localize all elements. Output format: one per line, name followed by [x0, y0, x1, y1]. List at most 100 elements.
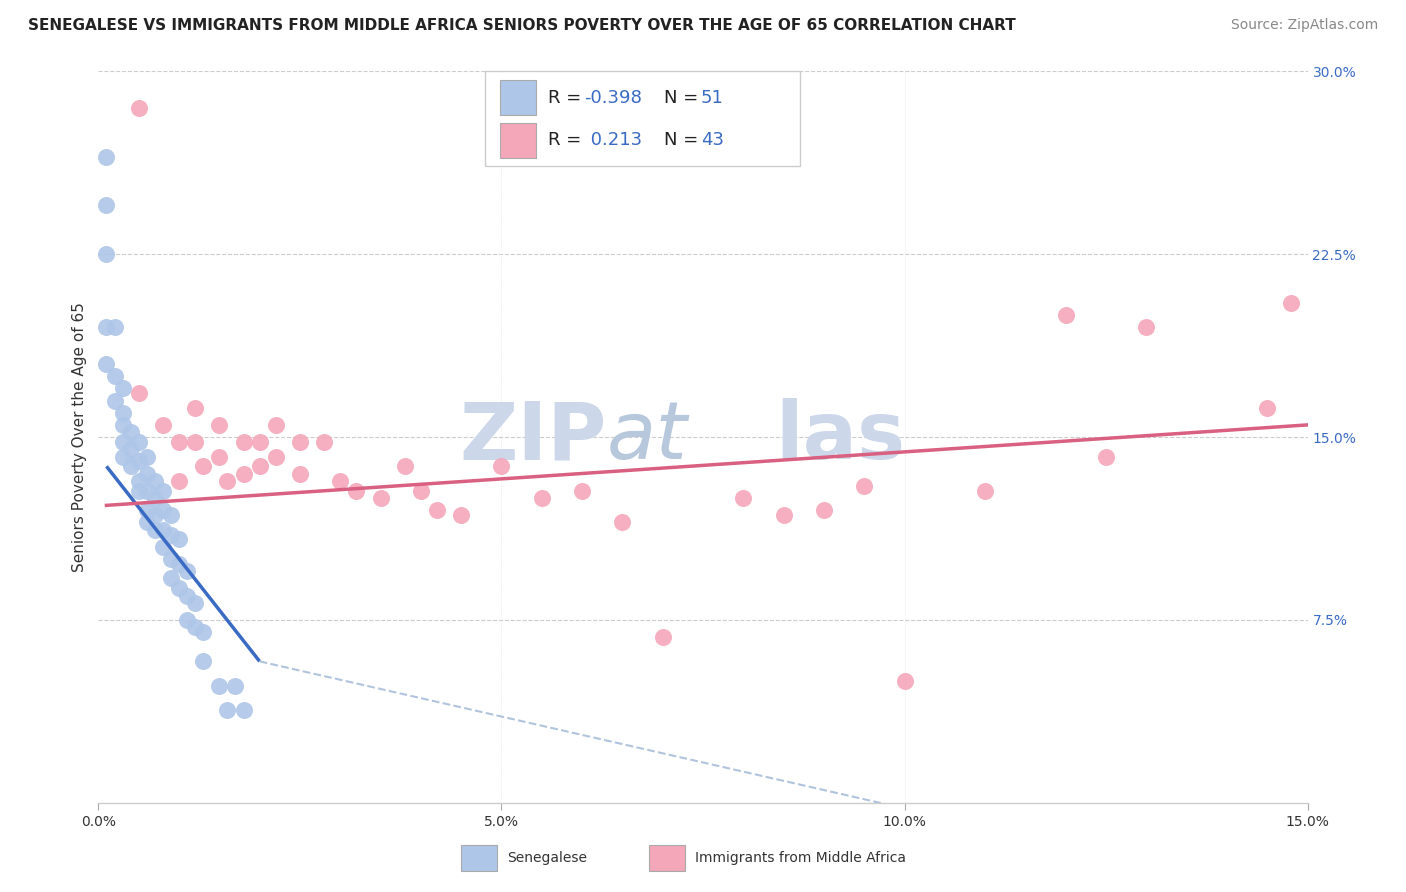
Point — [96, 150, 118, 164]
Point — [491, 459, 513, 474]
Y-axis label: Seniors Poverty Over the Age of 65: Seniors Poverty Over the Age of 65 — [72, 302, 87, 572]
Text: R =: R = — [548, 131, 588, 149]
FancyBboxPatch shape — [485, 71, 800, 167]
Point — [143, 491, 166, 505]
Point — [128, 101, 150, 115]
Point — [111, 381, 134, 395]
Point — [184, 596, 207, 610]
Point — [111, 434, 134, 449]
Point — [184, 401, 207, 415]
Point — [571, 483, 593, 498]
Point — [167, 557, 190, 571]
Point — [530, 491, 553, 505]
Point — [208, 417, 231, 432]
Point — [1135, 320, 1157, 334]
Point — [152, 483, 174, 498]
Point — [103, 320, 125, 334]
Text: R =: R = — [548, 88, 588, 107]
Text: N =: N = — [664, 131, 704, 149]
Point — [160, 508, 183, 522]
Point — [184, 434, 207, 449]
Text: ZIP: ZIP — [458, 398, 606, 476]
Point — [193, 625, 215, 640]
Point — [160, 572, 183, 586]
Text: N =: N = — [664, 88, 704, 107]
Text: Source: ZipAtlas.com: Source: ZipAtlas.com — [1230, 18, 1378, 32]
Point — [176, 564, 198, 578]
Point — [1281, 296, 1303, 310]
Text: 51: 51 — [700, 88, 724, 107]
Text: Senegalese: Senegalese — [508, 851, 588, 865]
Point — [143, 474, 166, 488]
Point — [733, 491, 755, 505]
Point — [167, 434, 190, 449]
Point — [249, 459, 271, 474]
Point — [217, 474, 239, 488]
Point — [450, 508, 472, 522]
Point — [160, 552, 183, 566]
Point — [120, 442, 142, 457]
Point — [111, 406, 134, 420]
Point — [135, 503, 157, 517]
Point — [208, 450, 231, 464]
Point — [160, 527, 183, 541]
Point — [1095, 450, 1118, 464]
Point — [135, 450, 157, 464]
Point — [96, 357, 118, 371]
Point — [853, 479, 876, 493]
Point — [128, 386, 150, 401]
Point — [1054, 308, 1077, 322]
Point — [184, 620, 207, 634]
Point — [143, 508, 166, 522]
Point — [103, 369, 125, 384]
Point — [217, 703, 239, 717]
Point — [152, 523, 174, 537]
Point — [152, 503, 174, 517]
Point — [103, 393, 125, 408]
Point — [128, 434, 150, 449]
Point — [409, 483, 432, 498]
Point — [193, 654, 215, 668]
Point — [143, 523, 166, 537]
Point — [208, 679, 231, 693]
Point — [344, 483, 367, 498]
Point — [224, 679, 246, 693]
Point — [176, 613, 198, 627]
FancyBboxPatch shape — [501, 122, 536, 158]
FancyBboxPatch shape — [501, 80, 536, 115]
Text: 0.213: 0.213 — [585, 131, 641, 149]
Point — [152, 540, 174, 554]
Point — [152, 417, 174, 432]
Point — [264, 450, 287, 464]
Point — [612, 516, 634, 530]
Text: 43: 43 — [700, 131, 724, 149]
Point — [288, 467, 311, 481]
Point — [232, 703, 254, 717]
Point — [394, 459, 416, 474]
Point — [314, 434, 336, 449]
Point — [249, 434, 271, 449]
Point — [288, 434, 311, 449]
Text: Immigrants from Middle Africa: Immigrants from Middle Africa — [695, 851, 905, 865]
Point — [128, 474, 150, 488]
Point — [120, 425, 142, 440]
Point — [167, 474, 190, 488]
Point — [1256, 401, 1278, 415]
Text: las: las — [776, 398, 905, 476]
Point — [232, 434, 254, 449]
Point — [96, 247, 118, 261]
Point — [426, 503, 449, 517]
Point — [135, 516, 157, 530]
Text: at: at — [606, 398, 688, 476]
Point — [974, 483, 997, 498]
Point — [193, 459, 215, 474]
Text: -0.398: -0.398 — [585, 88, 643, 107]
Point — [128, 483, 150, 498]
Point — [176, 589, 198, 603]
Text: SENEGALESE VS IMMIGRANTS FROM MIDDLE AFRICA SENIORS POVERTY OVER THE AGE OF 65 C: SENEGALESE VS IMMIGRANTS FROM MIDDLE AFR… — [28, 18, 1017, 33]
Point — [120, 459, 142, 474]
Point — [96, 320, 118, 334]
Point — [135, 467, 157, 481]
FancyBboxPatch shape — [648, 846, 685, 871]
Point — [893, 673, 915, 688]
